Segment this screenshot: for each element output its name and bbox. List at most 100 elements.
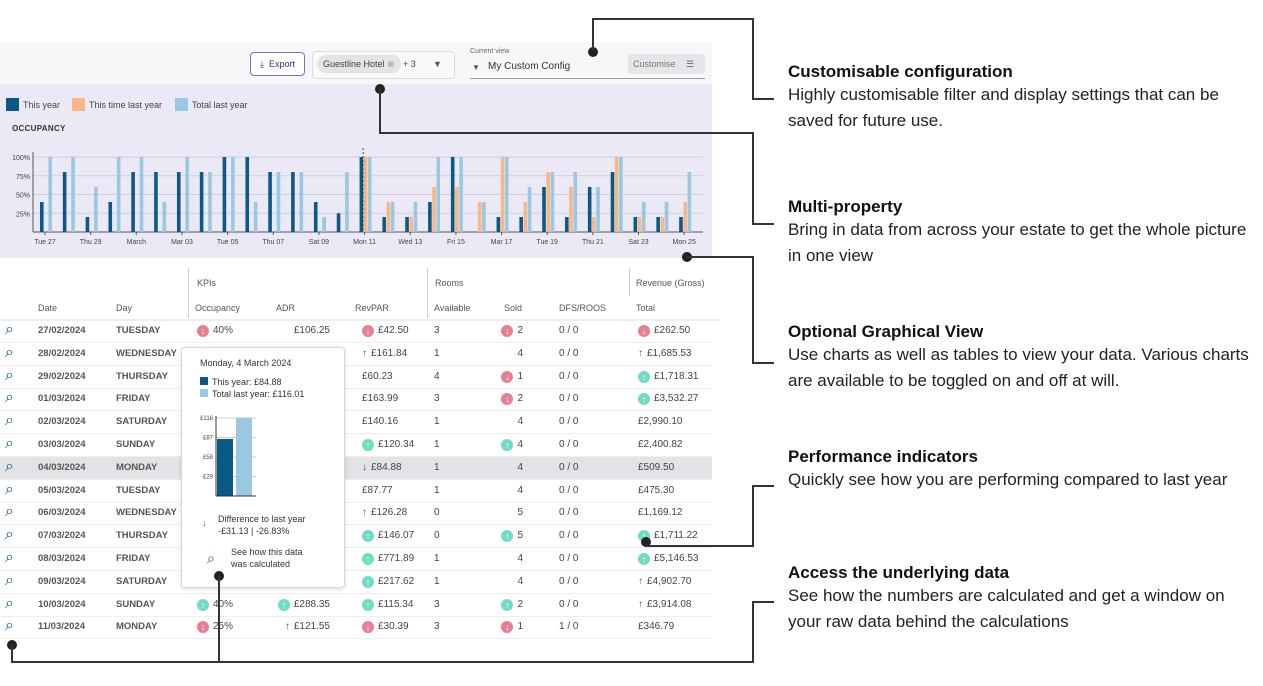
bar-total-last-year[interactable]	[664, 202, 669, 232]
bar-this-time-last-year[interactable]	[500, 157, 505, 232]
bar-this-year[interactable]	[450, 157, 455, 232]
bar-this-year[interactable]	[496, 217, 501, 232]
bar-total-last-year[interactable]	[504, 157, 509, 232]
bar-total-last-year[interactable]	[253, 202, 258, 232]
bar-this-year[interactable]	[85, 217, 90, 232]
bar-this-year[interactable]	[222, 157, 227, 232]
bar-total-last-year[interactable]	[687, 172, 692, 232]
bar-total-last-year[interactable]	[641, 202, 646, 232]
bar-total-last-year[interactable]	[276, 172, 281, 232]
table-row[interactable]: ⌕ 09/03/2024 SATURDAY ↑ £217.62 1 4 0 / 0 ↑ £4,90…	[0, 571, 712, 594]
bar-this-time-last-year[interactable]	[409, 217, 414, 232]
data-inspect-icon[interactable]: ⌕	[5, 412, 14, 430]
data-inspect-icon[interactable]: ⌕	[5, 526, 14, 544]
table-row[interactable]: ⌕ 07/03/2024 THURSDAY ↑ £146.07 0 ↑5 0 / 0 ↑ £1,7…	[0, 525, 712, 549]
bar-this-year[interactable]	[176, 172, 181, 232]
data-inspect-icon[interactable]: ⌕	[5, 343, 14, 361]
bar-this-year[interactable]	[587, 187, 592, 232]
bar-this-year[interactable]	[336, 213, 341, 232]
bar-total-last-year[interactable]	[436, 157, 441, 232]
bar-this-year[interactable]	[131, 172, 135, 232]
bar-this-year[interactable]	[199, 172, 204, 232]
bar-this-time-last-year[interactable]	[569, 187, 573, 232]
bar-this-time-last-year[interactable]	[660, 217, 665, 232]
bar-this-time-last-year[interactable]	[546, 172, 551, 232]
column-header-dfsroos[interactable]: DFS/ROOS	[559, 303, 607, 313]
data-inspect-icon[interactable]: ⌕	[5, 594, 14, 612]
bar-this-time-last-year[interactable]	[637, 217, 642, 232]
bar-this-year[interactable]	[268, 172, 272, 232]
bar-this-year[interactable]	[245, 157, 250, 232]
data-inspect-icon[interactable]: ⌕	[5, 435, 14, 452]
bar-this-year[interactable]	[679, 217, 683, 232]
table-row[interactable]: ⌕ 08/03/2024 FRIDAY ↑ £771.89 1 4 0 / 0 ↑ £5,146.…	[0, 548, 712, 571]
bar-total-last-year[interactable]	[116, 157, 121, 232]
bar-this-year[interactable]	[405, 217, 409, 232]
bar-this-year[interactable]	[291, 172, 295, 232]
data-inspect-icon[interactable]: ⌕	[5, 617, 14, 635]
bar-this-time-last-year[interactable]	[523, 202, 528, 232]
table-row[interactable]: ⌕ 29/02/2024 THURSDAY £60.23 4 ↓ 1 0 / 0 ↑ £1,718…	[0, 366, 712, 389]
bar-this-year[interactable]	[382, 217, 387, 232]
property-chip[interactable]: Guestline Hotel ⊗	[317, 55, 401, 73]
bar-this-year[interactable]	[108, 202, 113, 232]
data-inspect-icon[interactable]: ⌕	[5, 571, 14, 589]
table-row[interactable]: ⌕ 27/02/2024 TUESDAY ↓ 40% £106.25 ↓ £42.50 3 ↓ 2 0…	[0, 320, 712, 343]
column-header-adr[interactable]: ADR	[276, 303, 296, 313]
column-header-date[interactable]: Date	[38, 303, 58, 313]
bar-this-time-last-year[interactable]	[614, 157, 619, 232]
bar-this-year[interactable]	[40, 202, 44, 232]
bar-this-year[interactable]	[428, 202, 432, 232]
bar-this-year[interactable]	[519, 217, 523, 232]
bar-this-time-last-year[interactable]	[683, 202, 687, 232]
column-header-available[interactable]: Available	[434, 303, 471, 313]
column-header-sold[interactable]: Sold	[504, 303, 523, 313]
table-row[interactable]: ⌕ 02/03/2024 SATURDAY £140.16 1 4 0 / 0 £2,990.…	[0, 411, 712, 435]
see-calculation-link[interactable]: See how this data was calculated	[231, 547, 303, 569]
bar-total-last-year[interactable]	[367, 157, 372, 232]
bar-this-time-last-year[interactable]	[363, 157, 368, 232]
bar-total-last-year[interactable]	[139, 157, 144, 232]
chevron-down-icon[interactable]: ▼	[433, 59, 442, 69]
current-view-select[interactable]: My Custom Config	[470, 59, 705, 79]
bar-this-time-last-year[interactable]	[592, 217, 596, 232]
customise-button[interactable]: Customise ☰	[628, 54, 705, 74]
bar-total-last-year[interactable]	[71, 157, 75, 232]
bar-total-last-year[interactable]	[185, 157, 189, 232]
bar-this-year[interactable]	[656, 217, 660, 232]
bar-total-last-year[interactable]	[413, 202, 418, 232]
bar-total-last-year[interactable]	[390, 202, 395, 232]
data-inspect-icon[interactable]: ⌕	[5, 503, 14, 521]
bar-this-year[interactable]	[565, 217, 569, 232]
data-inspect-icon[interactable]: ⌕	[5, 366, 14, 384]
bar-this-year[interactable]	[633, 217, 638, 232]
column-header-total[interactable]: Total	[636, 303, 656, 313]
bar-total-last-year[interactable]	[527, 187, 532, 232]
bar-total-last-year[interactable]	[162, 202, 167, 232]
bar-total-last-year[interactable]	[596, 187, 600, 232]
bar-total-last-year[interactable]	[299, 172, 304, 232]
bar-this-time-last-year[interactable]	[386, 202, 391, 232]
bar-total-last-year[interactable]	[619, 157, 623, 232]
bar-total-last-year[interactable]	[94, 187, 98, 232]
table-row[interactable]: ⌕ 11/03/2024 MONDAY ↓ 25% ↑ £121.55 ↓ £30.39 3 ↓ 1 1…	[0, 616, 712, 640]
bar-this-year[interactable]	[62, 172, 67, 232]
legend-total-last-year[interactable]: Total last year	[175, 98, 248, 111]
column-header-occupancy[interactable]: Occupancy	[195, 303, 241, 313]
bar-total-last-year[interactable]	[550, 172, 555, 232]
column-header-day[interactable]: Day	[116, 303, 133, 313]
bar-this-year[interactable]	[154, 172, 158, 232]
bar-this-year[interactable]	[542, 187, 546, 232]
data-inspect-icon[interactable]: ⌕	[5, 480, 14, 498]
bar-this-year[interactable]	[359, 157, 364, 232]
bar-this-year[interactable]	[610, 172, 615, 232]
data-inspect-icon[interactable]: ⌕	[5, 389, 14, 407]
bar-total-last-year[interactable]	[231, 157, 235, 232]
bar-this-time-last-year[interactable]	[455, 187, 459, 232]
bar-total-last-year[interactable]	[345, 172, 349, 232]
bar-total-last-year[interactable]	[48, 157, 52, 232]
legend-this-time-last-year[interactable]: This time last year	[72, 98, 162, 111]
table-row[interactable]: ⌕ 01/03/2024 FRIDAY £163.99 3 ↓ 2 0 / 0 ↑ £3,532.…	[0, 388, 712, 412]
table-row[interactable]: ⌕ 10/03/2024 SUNDAY ↑ 40% ↑ £288.35 ↑ £115.34 3 ↑ 2…	[0, 594, 712, 617]
remove-chip-icon[interactable]: ⊗	[387, 59, 395, 69]
